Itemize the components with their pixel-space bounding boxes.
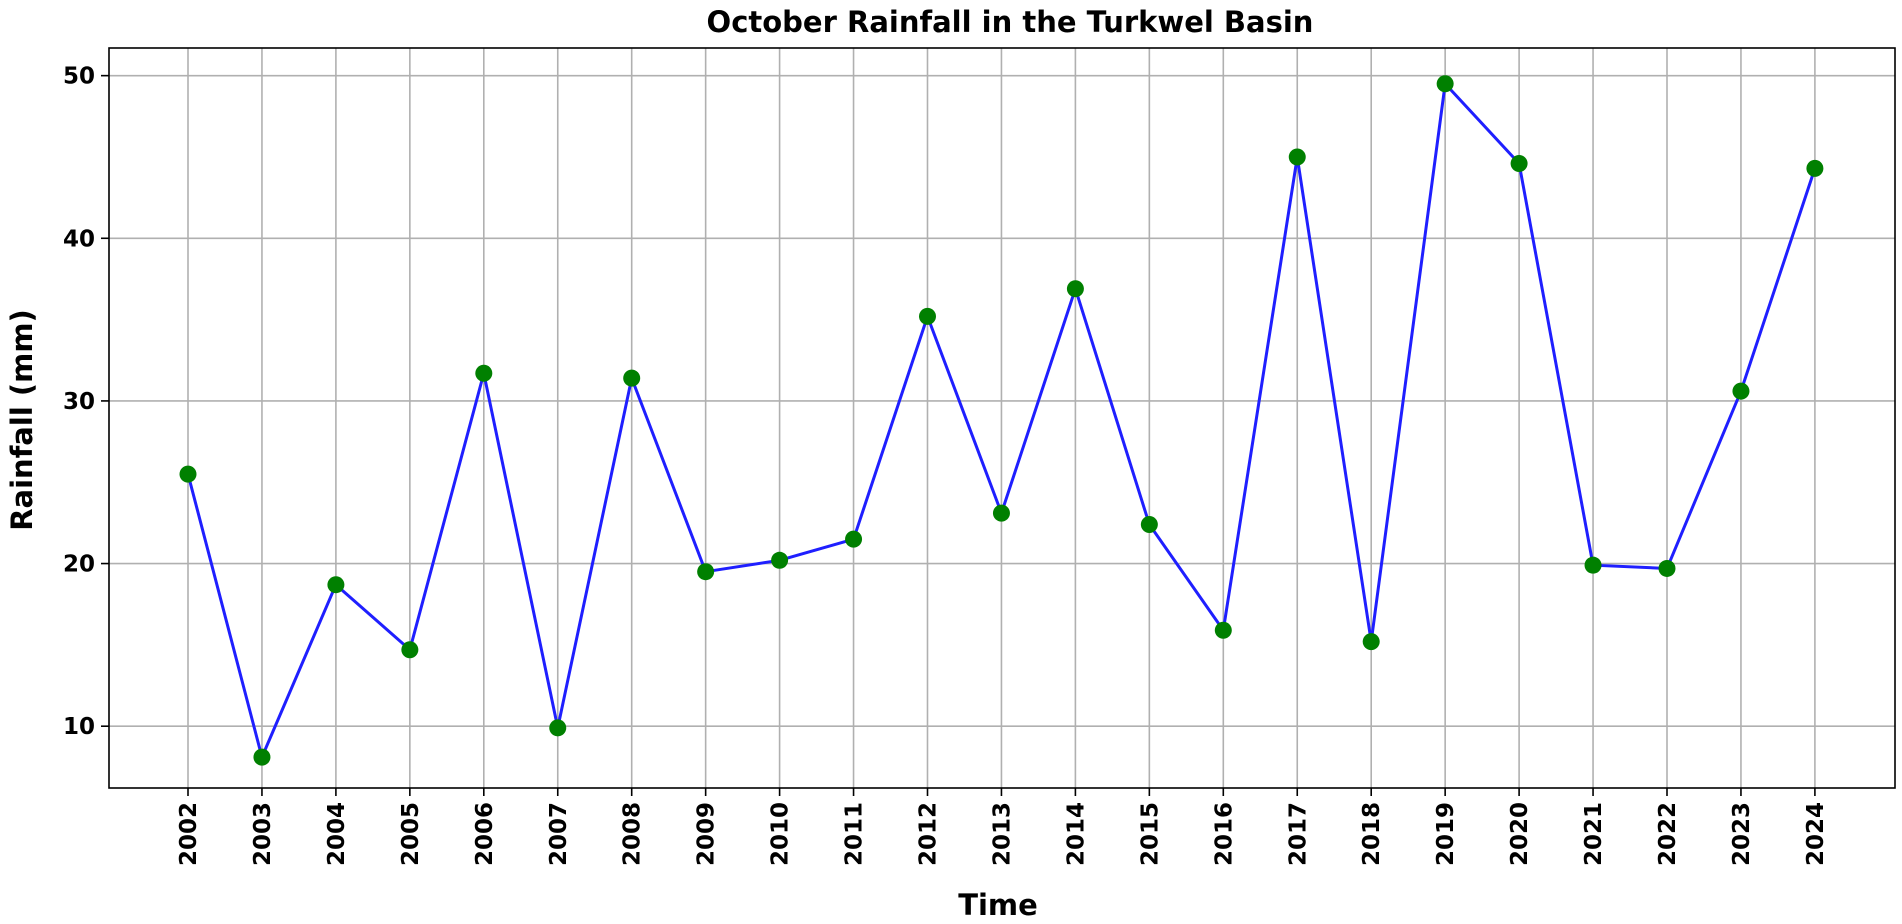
x-tick-label: 2015 [1137,802,1163,866]
data-point [1362,633,1380,651]
data-point [253,748,271,766]
x-tick-label: 2019 [1433,802,1459,866]
y-tick-label: 40 [63,226,95,252]
chart-title: October Rainfall in the Turkwel Basin [707,5,1314,39]
x-tick-label: 2014 [1063,802,1089,866]
data-point [623,369,641,387]
data-point [1066,280,1084,298]
data-point [1658,559,1676,577]
x-tick-label: 2011 [842,802,868,866]
data-point [1510,154,1528,172]
data-point [1436,75,1454,93]
x-tick-label: 2006 [472,802,498,866]
x-tick-label: 2022 [1655,802,1681,866]
x-tick-label: 2007 [546,802,572,866]
x-tick-label: 2012 [916,802,942,866]
data-point [401,641,419,659]
y-axis: 10 20 30 40 50 [63,64,109,740]
data-point [845,530,863,548]
data-point [771,551,789,569]
data-point [1584,556,1602,574]
data-point [1140,516,1158,534]
x-axis: 2002 2003 2004 2005 2006 2007 2008 2009 2010 2011… [176,788,1829,866]
y-tick-label: 30 [63,389,95,415]
y-axis-label: Rainfall (mm) [5,309,39,531]
data-point [992,504,1010,522]
grid [109,48,1895,788]
x-tick-label: 2008 [620,802,646,866]
data-point [697,563,715,581]
data-point [327,576,345,594]
x-axis-label: Time [958,888,1038,922]
data-point [919,307,936,325]
data-point [1214,621,1232,639]
data-point [549,719,567,737]
plot-frame [108,47,1896,789]
x-tick-label: 2018 [1359,802,1385,866]
x-tick-label: 2010 [768,802,794,866]
x-tick-label: 2004 [324,802,350,866]
x-tick-label: 2017 [1285,802,1311,866]
x-tick-label: 2020 [1507,802,1533,866]
x-tick-label: 2009 [694,802,720,866]
x-tick-label: 2023 [1729,802,1755,866]
y-tick-label: 50 [63,64,95,90]
y-tick-label: 20 [63,552,95,578]
x-tick-label: 2021 [1581,802,1607,866]
data-point [1732,382,1750,400]
x-tick-label: 2005 [398,802,424,866]
x-tick-label: 2013 [989,802,1015,866]
x-tick-label: 2003 [250,802,276,866]
data-point [1288,148,1306,166]
x-tick-label: 2016 [1211,802,1237,866]
data-point [179,465,197,483]
series-rainfall [179,75,1824,766]
data-point [475,364,493,382]
x-tick-label: 2002 [176,802,202,866]
data-point [1806,159,1824,177]
y-tick-label: 10 [63,714,95,740]
x-tick-label: 2024 [1803,802,1829,866]
